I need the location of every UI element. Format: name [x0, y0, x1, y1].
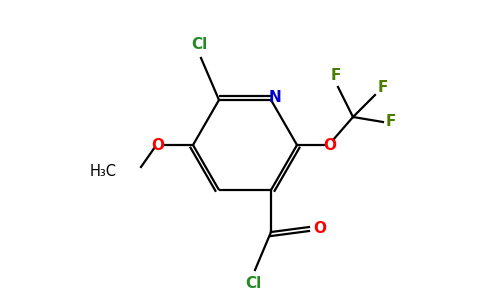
Text: Cl: Cl — [191, 38, 207, 52]
Text: H₃C: H₃C — [90, 164, 117, 178]
Text: F: F — [386, 115, 396, 130]
Text: Cl: Cl — [245, 275, 261, 290]
Text: O: O — [323, 137, 336, 152]
Text: F: F — [331, 68, 341, 83]
Text: O: O — [151, 137, 165, 152]
Text: O: O — [314, 220, 327, 236]
Text: F: F — [378, 80, 388, 94]
Text: N: N — [269, 91, 281, 106]
